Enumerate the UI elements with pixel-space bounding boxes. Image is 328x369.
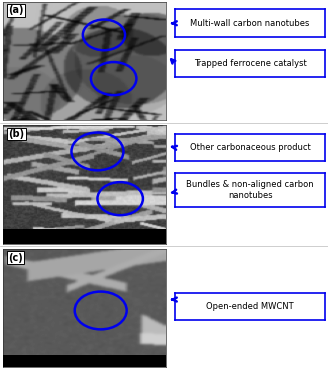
Bar bbox=[3, 355, 166, 367]
Text: Other carbonaceous product: Other carbonaceous product bbox=[190, 143, 311, 152]
Text: Multi-wall carbon nanotubes: Multi-wall carbon nanotubes bbox=[191, 18, 310, 28]
Text: (a): (a) bbox=[8, 6, 24, 15]
Text: Bundles & non-aligned carbon
nanotubes: Bundles & non-aligned carbon nanotubes bbox=[186, 180, 314, 200]
Text: (c): (c) bbox=[8, 253, 23, 263]
Text: (b): (b) bbox=[8, 129, 24, 139]
Text: Trapped ferrocene catalyst: Trapped ferrocene catalyst bbox=[194, 59, 306, 68]
Bar bbox=[3, 230, 166, 244]
Text: Open-ended MWCNT: Open-ended MWCNT bbox=[206, 302, 294, 311]
